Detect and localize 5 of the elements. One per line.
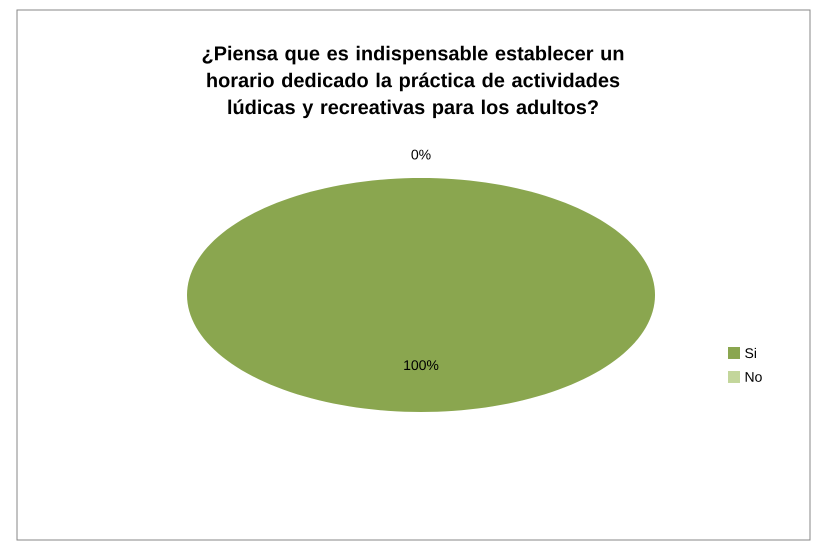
legend-label: No	[746, 372, 762, 382]
data-label: 100%	[404, 360, 438, 370]
chart-title: ¿Piensa que es indispensable establecer un horario dedicado la práctica de actividades lúdicas y recreativas para los adultos?	[202, 46, 624, 118]
text: 0%	[411, 150, 431, 160]
legend-label: Si	[745, 348, 756, 358]
